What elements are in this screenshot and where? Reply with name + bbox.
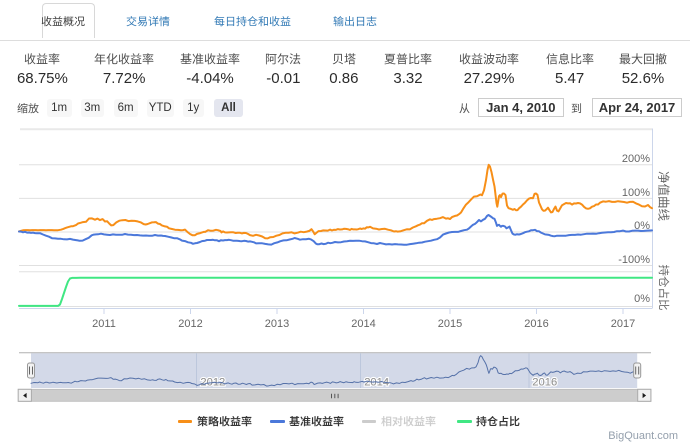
svg-text:2013: 2013 (265, 318, 289, 330)
svg-text:2014: 2014 (351, 318, 375, 330)
svg-text:100%: 100% (622, 187, 650, 199)
svg-text:2015: 2015 (438, 318, 462, 330)
svg-text:2016: 2016 (532, 377, 557, 389)
svg-text:2014: 2014 (364, 377, 389, 389)
svg-text:-100%: -100% (618, 254, 650, 266)
svg-text:0%: 0% (634, 220, 650, 232)
svg-text:2016: 2016 (524, 318, 548, 330)
svg-text:2012: 2012 (178, 318, 202, 330)
svg-text:0%: 0% (634, 293, 650, 305)
svg-text:2017: 2017 (611, 318, 635, 330)
svg-text:2016: 2016 (532, 377, 557, 389)
svg-text:200%: 200% (622, 153, 650, 165)
svg-text:2011: 2011 (92, 318, 116, 330)
svg-text:2014: 2014 (364, 377, 389, 389)
